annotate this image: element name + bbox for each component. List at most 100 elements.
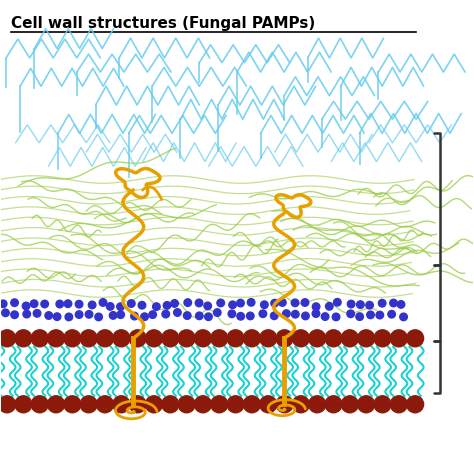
Circle shape: [149, 311, 156, 319]
Circle shape: [358, 396, 374, 413]
Text: Cell wall structures (Fungal PAMPs): Cell wall structures (Fungal PAMPs): [11, 16, 315, 30]
Circle shape: [33, 310, 41, 317]
Circle shape: [2, 309, 9, 317]
Circle shape: [162, 396, 179, 413]
Circle shape: [15, 396, 32, 413]
Circle shape: [109, 311, 117, 319]
Circle shape: [260, 396, 277, 413]
Circle shape: [271, 300, 278, 307]
Circle shape: [356, 313, 364, 320]
Circle shape: [276, 330, 293, 347]
Circle shape: [64, 330, 81, 347]
Circle shape: [196, 312, 203, 319]
Circle shape: [146, 330, 163, 347]
Circle shape: [30, 300, 38, 308]
Circle shape: [183, 312, 191, 319]
Circle shape: [173, 309, 181, 316]
Circle shape: [292, 330, 310, 347]
Circle shape: [358, 330, 374, 347]
Circle shape: [0, 330, 16, 347]
Circle shape: [54, 313, 61, 320]
Circle shape: [162, 330, 179, 347]
Circle shape: [195, 299, 203, 307]
Circle shape: [41, 300, 48, 308]
Circle shape: [376, 311, 383, 319]
Circle shape: [141, 313, 148, 320]
Circle shape: [227, 330, 244, 347]
Circle shape: [129, 330, 146, 347]
Circle shape: [31, 330, 48, 347]
Circle shape: [80, 330, 97, 347]
Circle shape: [47, 396, 64, 413]
Circle shape: [80, 396, 97, 413]
Circle shape: [312, 303, 320, 310]
Circle shape: [117, 303, 124, 310]
Circle shape: [11, 311, 18, 319]
Circle shape: [341, 396, 358, 413]
Circle shape: [131, 312, 138, 320]
Circle shape: [85, 310, 93, 318]
Circle shape: [341, 330, 358, 347]
Circle shape: [374, 330, 391, 347]
Circle shape: [400, 313, 407, 321]
Circle shape: [75, 301, 83, 308]
Circle shape: [244, 396, 260, 413]
Circle shape: [237, 299, 244, 307]
Circle shape: [366, 301, 374, 309]
Circle shape: [194, 396, 211, 413]
Circle shape: [390, 299, 397, 307]
Circle shape: [45, 312, 53, 319]
Circle shape: [204, 302, 211, 310]
Circle shape: [407, 330, 424, 347]
Circle shape: [271, 312, 278, 319]
Circle shape: [107, 302, 114, 310]
Circle shape: [128, 300, 135, 307]
Circle shape: [97, 396, 113, 413]
Circle shape: [211, 330, 228, 347]
Circle shape: [229, 301, 237, 309]
Circle shape: [279, 299, 286, 306]
Circle shape: [388, 310, 395, 318]
Circle shape: [11, 299, 18, 307]
Circle shape: [88, 301, 96, 309]
Circle shape: [163, 301, 171, 309]
Circle shape: [237, 312, 245, 320]
Circle shape: [309, 396, 326, 413]
Circle shape: [205, 313, 212, 320]
Circle shape: [113, 330, 130, 347]
Circle shape: [162, 310, 170, 318]
Circle shape: [117, 311, 125, 319]
Circle shape: [244, 330, 260, 347]
Circle shape: [259, 310, 267, 318]
Circle shape: [47, 330, 64, 347]
Circle shape: [283, 310, 290, 318]
Circle shape: [178, 396, 195, 413]
Circle shape: [292, 396, 310, 413]
Circle shape: [95, 313, 102, 321]
Circle shape: [325, 396, 342, 413]
Circle shape: [247, 299, 255, 306]
Circle shape: [356, 301, 364, 309]
Circle shape: [129, 396, 146, 413]
Circle shape: [374, 396, 391, 413]
Circle shape: [65, 313, 73, 321]
Circle shape: [0, 396, 16, 413]
Circle shape: [113, 396, 130, 413]
Circle shape: [276, 396, 293, 413]
Circle shape: [99, 299, 107, 306]
Circle shape: [171, 300, 178, 307]
Circle shape: [15, 330, 32, 347]
Circle shape: [217, 299, 225, 307]
Circle shape: [397, 301, 405, 308]
Circle shape: [292, 299, 299, 307]
Circle shape: [334, 299, 341, 306]
Circle shape: [407, 396, 424, 413]
Circle shape: [227, 396, 244, 413]
Circle shape: [301, 312, 309, 319]
Circle shape: [390, 396, 407, 413]
Circle shape: [22, 302, 30, 310]
Circle shape: [0, 300, 7, 308]
Circle shape: [260, 330, 277, 347]
Circle shape: [75, 311, 83, 319]
Circle shape: [367, 311, 374, 319]
